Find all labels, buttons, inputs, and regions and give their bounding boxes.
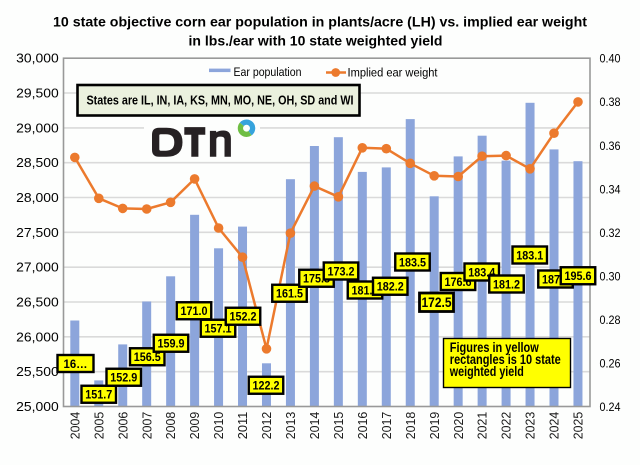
svg-text:2017: 2017 (380, 412, 394, 440)
svg-text:181.2: 181.2 (493, 277, 520, 291)
svg-text:159.9: 159.9 (158, 337, 185, 351)
svg-text:in lbs./ear with 10 state weig: in lbs./ear with 10 state weighted yield (189, 33, 443, 48)
svg-text:172.5: 172.5 (422, 294, 452, 310)
svg-text:0.30: 0.30 (600, 269, 621, 283)
svg-text:28,000: 28,000 (16, 190, 59, 205)
svg-text:2025: 2025 (572, 412, 586, 440)
svg-text:0.24: 0.24 (600, 400, 621, 414)
svg-text:0.36: 0.36 (600, 139, 621, 153)
svg-text:152.9: 152.9 (110, 371, 137, 385)
svg-text:2020: 2020 (452, 412, 466, 440)
svg-text:2011: 2011 (236, 412, 250, 440)
svg-text:25,500: 25,500 (16, 364, 59, 379)
svg-text:0.28: 0.28 (600, 313, 621, 327)
svg-text:States are IL, IN, IA, KS, MN,: States are IL, IN, IA, KS, MN, MO, NE, O… (87, 92, 354, 107)
svg-text:0.40: 0.40 (600, 52, 621, 66)
svg-text:2009: 2009 (188, 412, 202, 440)
svg-text:2019: 2019 (428, 412, 442, 440)
svg-text:Ear population: Ear population (234, 65, 302, 79)
svg-text:2022: 2022 (500, 412, 514, 440)
svg-text:2021: 2021 (476, 412, 490, 440)
svg-text:161.5: 161.5 (276, 287, 303, 301)
svg-text:183.1: 183.1 (516, 248, 543, 262)
svg-text:2006: 2006 (116, 412, 130, 440)
svg-text:30,000: 30,000 (16, 51, 59, 66)
svg-text:2018: 2018 (404, 412, 418, 440)
svg-text:rectangles is 10 state: rectangles is 10 state (450, 352, 561, 367)
svg-text:0.32: 0.32 (600, 226, 621, 240)
svg-text:2004: 2004 (68, 412, 82, 440)
svg-text:156.5: 156.5 (134, 350, 161, 364)
svg-text:2014: 2014 (308, 412, 322, 440)
svg-text:2008: 2008 (164, 412, 178, 440)
svg-text:29,000: 29,000 (16, 120, 59, 135)
svg-text:25,000: 25,000 (16, 399, 59, 414)
svg-text:27,500: 27,500 (16, 225, 59, 240)
svg-text:Figures in yellow: Figures in yellow (450, 340, 539, 355)
svg-text:2007: 2007 (140, 412, 154, 440)
svg-text:29,500: 29,500 (16, 86, 59, 101)
svg-text:2016: 2016 (356, 412, 370, 440)
svg-text:10 state objective corn ear po: 10 state objective corn ear population i… (53, 14, 587, 29)
svg-text:2010: 2010 (212, 412, 226, 440)
svg-text:195.6: 195.6 (565, 269, 592, 283)
svg-text:2015: 2015 (332, 412, 346, 440)
svg-text:0.34: 0.34 (600, 182, 621, 196)
svg-text:152.2: 152.2 (230, 310, 257, 324)
svg-text:28,500: 28,500 (16, 155, 59, 170)
svg-text:0.26: 0.26 (600, 356, 621, 370)
svg-text:16…: 16… (64, 357, 88, 371)
svg-text:183.5: 183.5 (399, 255, 426, 269)
svg-text:26,000: 26,000 (16, 329, 59, 344)
svg-text:173.2: 173.2 (328, 264, 355, 278)
svg-text:2012: 2012 (260, 412, 274, 440)
svg-text:151.7: 151.7 (85, 388, 112, 402)
svg-text:182.2: 182.2 (377, 280, 404, 294)
svg-text:2013: 2013 (284, 412, 298, 440)
svg-text:weighted yield: weighted yield (449, 364, 524, 379)
svg-text:2023: 2023 (524, 412, 538, 440)
svg-text:2024: 2024 (548, 412, 562, 440)
svg-text:171.0: 171.0 (181, 304, 208, 318)
svg-text:122.2: 122.2 (253, 379, 280, 393)
svg-text:26,500: 26,500 (16, 295, 59, 310)
svg-text:2005: 2005 (92, 412, 106, 440)
svg-text:27,000: 27,000 (16, 260, 59, 275)
svg-text:Implied ear weight: Implied ear weight (348, 66, 438, 80)
svg-text:0.38: 0.38 (600, 95, 621, 109)
